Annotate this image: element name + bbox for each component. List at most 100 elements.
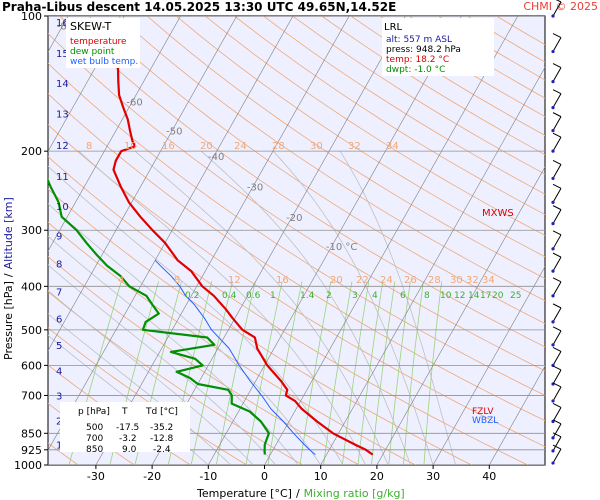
station-press: press: 948.2 hPa [386, 45, 461, 55]
wind-barb-dot [551, 176, 555, 181]
isotherm-line [488, 365, 545, 465]
wind-barb [551, 183, 562, 204]
station-alt: alt: 557 m ASL [386, 35, 452, 45]
copyright-notice: CHMI © 2025 [523, 0, 598, 13]
dry-adiabat-line [205, 16, 545, 236]
wind-barb-flag [552, 89, 562, 95]
wind-barb [551, 230, 562, 251]
isotherm-line [264, 16, 519, 465]
dry-adiabat-line [59, 16, 545, 348]
y-axis-altitude-label: Altitude [km] [2, 197, 15, 269]
wind-barb-staff [552, 423, 562, 439]
wind-barb-staff [552, 256, 562, 272]
temperature-tick-label: 10 [314, 470, 328, 483]
pressure-tick-label: 1000 [14, 459, 42, 472]
dry-adiabat-line [48, 93, 545, 422]
altitude-tick-label: 12 [56, 141, 69, 152]
wind-barb-flag [552, 382, 562, 388]
mixing-ratio-label: 14 [468, 291, 480, 301]
wind-barb-staff [552, 234, 562, 250]
dry-adiabat-line [48, 32, 545, 372]
wind-barb [551, 33, 562, 54]
mixing-ratio-label: 0.6 [246, 291, 261, 301]
svg-text:Temperature [°C]/Mixing ratio: Temperature [°C] / Mixing ratio [g/kg] [196, 487, 405, 500]
dry-adiabat-line [48, 256, 361, 465]
station-temp: temp: 18.2 °C [386, 55, 449, 65]
y-axis-title: Pressure [hPa] / Altitude [km] [2, 197, 15, 360]
table-cell: -17.5 [116, 423, 139, 433]
wind-barb-staff [552, 436, 562, 452]
dry-adiabat-label: 4 [118, 275, 124, 286]
y-axis-sep: / [2, 273, 15, 277]
wind-barb [551, 132, 562, 153]
dry-adiabat-line [117, 16, 545, 302]
pressure-tick-label: 500 [21, 324, 42, 337]
mixing-ratio-label: 10 [440, 291, 452, 301]
page-title: Praha-Libus descent 14.05.2025 13:30 UTC… [2, 0, 397, 14]
mixing-ratio-label: 17 [480, 291, 491, 301]
isotherm-label: -60 [126, 97, 142, 108]
dry-adiabat-label: 16 [276, 275, 289, 286]
series-layer [48, 19, 374, 456]
isotherm-label: -20 [286, 213, 302, 224]
wind-barb-dot [551, 200, 555, 204]
wind-barb-flag [555, 0, 562, 3]
altitude-tick-label: 16 [56, 18, 69, 29]
dew-point-line [48, 177, 270, 455]
isotherm-label: -40 [208, 152, 224, 163]
wind-barb-dot [551, 80, 555, 84]
mixing-ratio-label: 0.2 [185, 291, 199, 301]
wind-barb-staff [552, 209, 562, 224]
y-axis-pressure-label: Pressure [hPa] [2, 281, 15, 360]
wind-barb-staff [552, 281, 562, 297]
pressure-tick-label: 200 [21, 145, 42, 158]
dry-adiabat-label: 30 [310, 141, 323, 152]
isotherm-line [376, 166, 545, 465]
dry-adiabat-label: 8 [86, 141, 92, 152]
isotherm-line [48, 16, 181, 252]
legend: SKEW-T temperature dew point wet bulb te… [66, 18, 140, 68]
level-table: p [hPa] T Td [°C] 500 -17.5 -35.2 700 -3… [60, 402, 190, 455]
wind-barb-dot [551, 343, 555, 347]
dry-adiabat-label: 34 [386, 141, 399, 152]
wind-barb-dot [551, 294, 555, 298]
dry-adiabat-line [48, 188, 473, 465]
wind-barb-flag [552, 63, 562, 69]
table-cell: -3.2 [119, 434, 137, 444]
table-cell: 850 [86, 445, 103, 455]
wind-barb-dot [551, 106, 555, 110]
altitude-tick-label: 2 [56, 416, 62, 427]
wind-barb-staff [552, 369, 562, 385]
wind-barb [551, 419, 562, 440]
pressure-tick-label: 700 [21, 389, 42, 402]
wind-barb-staff [552, 164, 562, 179]
wind-barb-dot [551, 399, 555, 403]
wind-barb-flag [552, 326, 562, 332]
x-axis-title: Temperature [°C] / Mixing ratio [g/kg] [196, 487, 405, 500]
wind-barb-dot [551, 247, 555, 251]
wind-barb [551, 432, 562, 453]
altitude-tick-label: 7 [56, 288, 62, 299]
table-cell: -2.4 [153, 445, 171, 455]
dry-adiabat-label: 26 [404, 275, 417, 286]
wind-barb-dot [551, 449, 555, 453]
wind-barb-dot [551, 129, 555, 133]
isotherm-line [207, 16, 462, 465]
pressure-tick-label: 850 [21, 427, 42, 440]
dry-adiabat-label: 10 [124, 141, 137, 152]
wind-barb-staff [552, 407, 562, 422]
table-cell: -35.2 [150, 423, 173, 433]
wind-barb [551, 277, 562, 298]
mixing-ratio-label: 3 [352, 291, 358, 301]
wind-barb [551, 303, 562, 324]
wind-barb-dot [551, 14, 555, 18]
wind-barb-flag [552, 205, 562, 211]
wind-barb-flag [552, 183, 562, 189]
legend-dew-point: dew point [70, 47, 115, 57]
pressure-tick-label: 925 [21, 444, 42, 457]
altitude-tick-label: 15 [56, 49, 69, 60]
pressure-tick-label: 300 [21, 224, 42, 237]
svg-text:Pressure [hPa]/Altitude [km]: Pressure [hPa] / Altitude [km] [2, 197, 15, 360]
temperature-tick-label: 20 [370, 470, 384, 483]
wet-bulb-temp-line [154, 259, 316, 455]
